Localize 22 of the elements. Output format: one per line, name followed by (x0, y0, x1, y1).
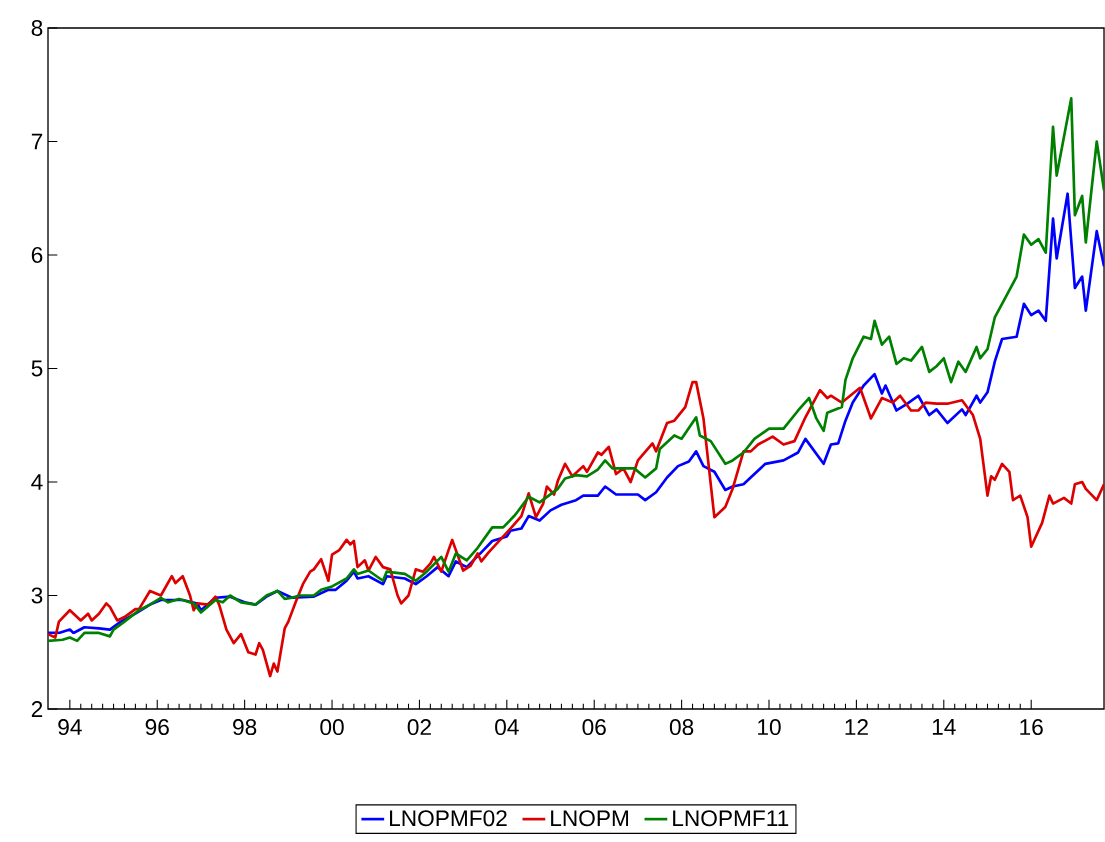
y-tick-label: 7 (31, 133, 43, 150)
legend-label: LNOPMF11 (673, 810, 789, 827)
x-tick-label: 00 (320, 719, 344, 736)
x-tick-label: 04 (495, 719, 519, 736)
x-tick-label: 12 (845, 719, 868, 735)
legend-label: LNOPMF02 (390, 810, 507, 827)
y-tick-label: 3 (31, 587, 43, 604)
x-tick-label: 14 (932, 719, 956, 735)
x-tick-label: 06 (582, 719, 606, 736)
x-tick-label: 10 (758, 719, 781, 736)
legend-label: LNOPM (551, 810, 628, 827)
x-tick-label: 16 (1020, 719, 1043, 736)
x-tick-label: 08 (669, 719, 694, 736)
y-tick-label: 2 (31, 701, 43, 717)
y-tick-label: 4 (31, 474, 43, 490)
y-tick-label: 8 (31, 19, 43, 37)
y-tick-label: 5 (31, 360, 43, 377)
y-tick-label: 6 (31, 246, 43, 264)
x-tick-label: 98 (233, 719, 257, 736)
x-tick-label: 94 (58, 719, 82, 736)
x-tick-label: 02 (407, 719, 431, 736)
x-tick-label: 96 (145, 719, 169, 736)
